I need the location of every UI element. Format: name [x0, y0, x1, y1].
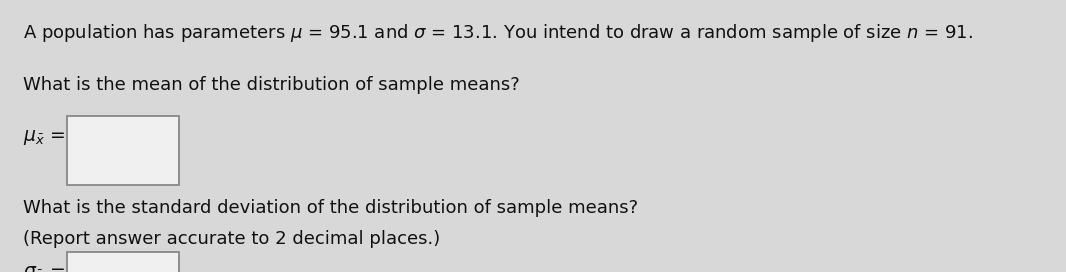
Text: (Report answer accurate to 2 decimal places.): (Report answer accurate to 2 decimal pla…	[23, 230, 440, 248]
Text: What is the mean of the distribution of sample means?: What is the mean of the distribution of …	[23, 76, 520, 94]
FancyBboxPatch shape	[67, 252, 179, 272]
Text: $\mu_{\bar{x}}$ =: $\mu_{\bar{x}}$ =	[23, 128, 66, 147]
Text: A population has parameters $\mu$ = 95.1 and $\sigma$ = 13.1. You intend to draw: A population has parameters $\mu$ = 95.1…	[23, 22, 973, 44]
Text: What is the standard deviation of the distribution of sample means?: What is the standard deviation of the di…	[23, 199, 639, 217]
FancyBboxPatch shape	[67, 116, 179, 185]
Text: $\sigma_{\bar{x}}$ =: $\sigma_{\bar{x}}$ =	[23, 264, 65, 272]
